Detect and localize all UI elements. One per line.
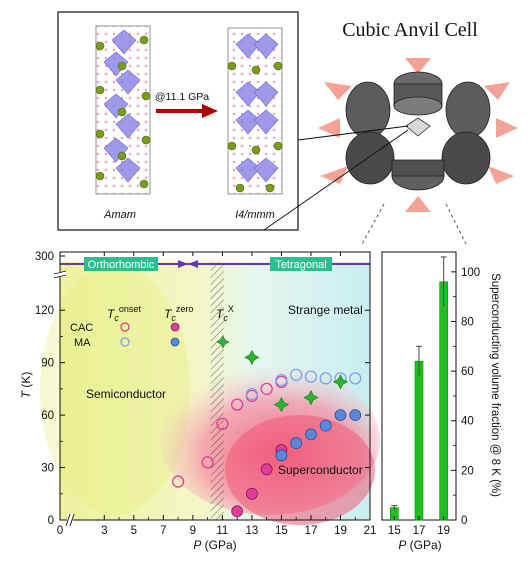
pressure-arrow-head: [202, 104, 218, 118]
bar-y-tick-label: 60: [461, 366, 474, 378]
phase-ticks: [59, 252, 371, 521]
ma-tc-zero-point: [290, 437, 303, 449]
cac-tc-onset-point: [230, 398, 244, 411]
orthorhombic-label: Orthorhombic: [88, 259, 155, 271]
legend-tc-zero: Tczero: [164, 304, 193, 323]
bar-y-tick-label: 40: [461, 416, 474, 428]
tcx-point: [303, 389, 319, 406]
x-tick-label: 0: [57, 525, 63, 537]
bar-x-tick-label: 15: [388, 525, 401, 537]
legend-ma-zero-marker: [170, 337, 180, 347]
orthorhombic-label-box: Orthorhombic: [84, 257, 158, 271]
x-tick-label: 19: [334, 525, 347, 537]
x-axis-break: [65, 513, 75, 527]
ma-tc-zero-point: [334, 409, 347, 422]
legend-tc-onset: Tconset: [107, 304, 141, 323]
phase-plot-frame: [59, 251, 371, 521]
y-tick-label: 120: [35, 305, 54, 317]
y-tick-label: 90: [41, 358, 54, 370]
bar-x-axis-label: P (GPa): [398, 538, 441, 552]
phase-data-marks: [171, 349, 362, 518]
x-tick-label: 3: [101, 525, 107, 537]
legend-tcx-marker: [216, 335, 230, 349]
superconductor-label: Superconductor: [278, 463, 363, 477]
tcx-point: [244, 349, 260, 366]
legend-cac-onset-marker: [120, 322, 130, 332]
ma-tc-onset-point: [304, 370, 318, 383]
bar-y-tick-label: 0: [461, 515, 467, 527]
bar-marks: 15 17 19: [388, 256, 450, 537]
ma-tc-zero-point: [305, 428, 317, 441]
legend-cac-label: CAC: [70, 322, 93, 334]
structure-panel: @11.1 GPa Amam I4/mmm: [57, 11, 299, 231]
bar-ticks: 0 20 40 60 80 100: [451, 267, 480, 527]
ma-tc-zero-point: [275, 449, 288, 462]
phase-y-axis-label: T (K): [19, 372, 33, 399]
cac-tc-onset-point: [201, 456, 214, 469]
y-tick-label: 60: [41, 410, 54, 422]
tcx-point: [273, 396, 290, 413]
cac-tc-zero-point: [231, 505, 244, 518]
legend-ma-onset-marker: [120, 337, 130, 347]
strange-metal-label: Strange metal: [288, 303, 363, 317]
ma-tc-onset-point: [290, 368, 303, 382]
x-tick-label: 9: [190, 525, 196, 537]
cubic-anvil-cell-illustration: Cubic Anvil Cell: [263, 19, 518, 245]
i4mmm-structure-illustration: [227, 27, 283, 195]
cac-tc-zero-point: [246, 487, 258, 500]
semiconductor-region: [40, 265, 190, 515]
cac-tc-onset-point: [171, 475, 185, 488]
x-tick-label: 11: [216, 525, 228, 537]
ma-tc-onset-point: [245, 387, 259, 401]
x-tick-label: 13: [246, 525, 259, 537]
cac-title: Cubic Anvil Cell: [342, 19, 478, 41]
legend-cac-zero-marker: [170, 322, 180, 332]
cac-tc-zero-point: [260, 463, 273, 476]
legend-ma-label: MA: [74, 337, 91, 349]
phase-tick-labels: 0 3 5 7 9 11 13 15 17 19 21 0 30 60 90 120 300: [35, 251, 377, 537]
tetragonal-label-box: Tetragonal: [270, 257, 332, 271]
transition-arrow: [178, 260, 198, 268]
ma-tc-onset-point: [319, 372, 332, 385]
amam-structure-illustration: [95, 25, 151, 195]
ma-tc-zero-point: [319, 419, 332, 432]
semiconductor-label: Semiconductor: [86, 387, 166, 401]
ma-tc-onset-point: [275, 373, 288, 387]
tcx-point: [332, 374, 349, 390]
tetragonal-label: Tetragonal: [275, 259, 326, 271]
y-tick-label: 300: [35, 251, 54, 263]
i4mmm-label: I4/mmm: [235, 209, 275, 221]
pressure-label: @11.1 GPa: [155, 91, 209, 103]
x-tick-label: 17: [305, 525, 318, 537]
volume-fraction-bar: [414, 360, 424, 521]
legend-tcx: TcX: [216, 304, 234, 323]
ma-tc-zero-point: [349, 409, 362, 422]
x-tick-label: 15: [275, 525, 288, 537]
bar-y-tick-label: 80: [461, 316, 474, 328]
bar-x-tick-label: 17: [413, 525, 426, 537]
x-tick-label: 7: [160, 525, 166, 537]
y-tick-label: 30: [41, 463, 54, 475]
ma-tc-onset-point: [349, 372, 362, 385]
bar-y-axis-label: Superconducting volume fraction @ 8 K (%…: [489, 273, 501, 497]
volume-fraction-bar: [439, 281, 448, 521]
phase-legend: Tconset Tczero TcX CAC MA: [70, 304, 234, 349]
bar-y-tick-label: 100: [461, 267, 480, 279]
cac-tc-onset-point: [216, 417, 229, 431]
amam-label: Amam: [103, 209, 136, 221]
phase-x-axis-label: P (GPa): [193, 538, 236, 552]
cac-tc-onset-point: [260, 382, 273, 396]
x-tick-label: 21: [364, 525, 377, 537]
y-tick-label: 0: [48, 515, 54, 527]
bar-x-tick-label: 19: [437, 525, 450, 537]
phase-diagram: Orthorhombic Tetragonal 0 3 5 7 9 11 13 15 17 19 2…: [19, 251, 380, 552]
x-tick-label: 5: [131, 525, 137, 537]
y-axis-break: [53, 270, 67, 279]
structural-transition-band: [210, 262, 224, 520]
volume-fraction-chart: 0 20 40 60 80 100 15 17 19 Superconducting volu…: [381, 251, 501, 552]
bar-y-tick-label: 20: [461, 465, 474, 477]
